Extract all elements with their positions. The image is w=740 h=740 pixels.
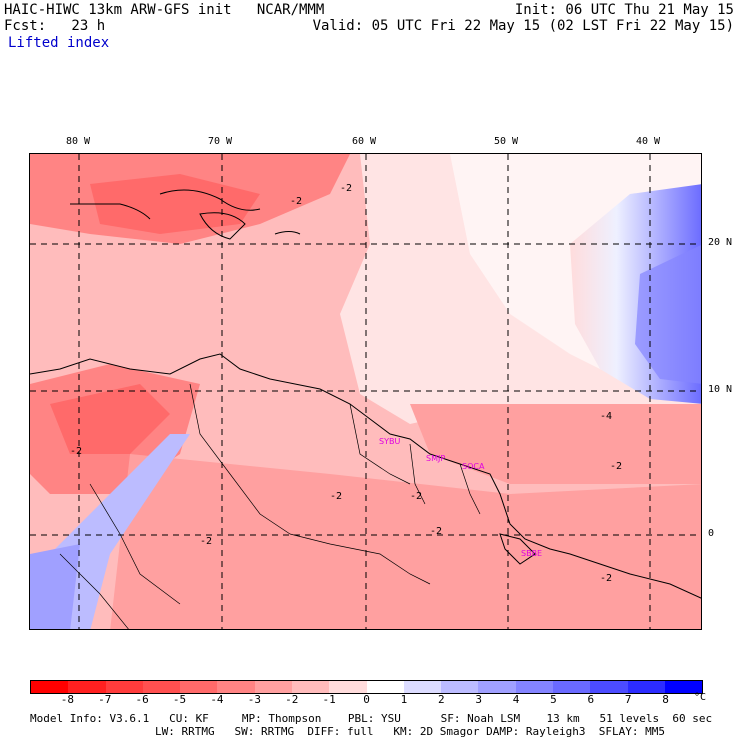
- contour-label: -2: [70, 446, 82, 457]
- legend-swatch: [403, 681, 442, 693]
- legend-tick-label: 6: [587, 693, 595, 706]
- legend-tick-label: -4: [210, 693, 224, 706]
- legend-tick-label: -2: [285, 693, 299, 706]
- legend-swatch: [68, 681, 106, 693]
- contour-label: -2: [200, 536, 212, 547]
- lat-label-0: 0: [708, 528, 715, 539]
- field-name: Lifted index: [8, 35, 110, 51]
- country-borders: [59, 383, 481, 629]
- legend-unit: °C: [694, 692, 707, 703]
- contour-label: -2: [410, 491, 422, 502]
- legend-swatch: [217, 681, 255, 693]
- legend-tick-label: 3: [475, 693, 482, 706]
- legend-swatch: [142, 681, 181, 693]
- field-positive-core: [635, 244, 701, 384]
- physics-info: LW: RRTMG SW: RRTMG DIFF: full KM: 2D Sm…: [155, 725, 665, 738]
- lon-label-70w: 70 W: [208, 136, 233, 147]
- lat-label-10n: 10 N: [708, 384, 733, 395]
- contour-labels: -2 -2 -4 -2 -2 -2 -2 -2 -2 -2: [70, 183, 622, 584]
- model-info: Model Info: V3.6.1 CU: KF MP: Thompson P…: [30, 712, 713, 725]
- field-strong-negative-colombia: [50, 384, 170, 454]
- lon-label-60w: 60 W: [352, 136, 377, 147]
- field-strong-negative: [90, 174, 260, 234]
- legend-swatch: [105, 681, 143, 693]
- legend-swatch: [291, 681, 330, 693]
- legend-swatch: [478, 681, 516, 693]
- legend-swatch: [329, 681, 367, 693]
- map-canvas: -2 -2 -4 -2 -2 -2 -2 -2 -2 -2: [30, 154, 701, 629]
- station-sbbe: SBBE: [521, 549, 543, 558]
- legend-tick-label: -5: [172, 693, 187, 706]
- station-soca: SOCA: [462, 462, 485, 471]
- legend-swatch: [664, 681, 703, 693]
- color-legend: [30, 680, 703, 694]
- legend-tick-label: -1: [322, 693, 336, 706]
- legend-swatch: [366, 681, 404, 693]
- legend-tick-label: -3: [247, 693, 261, 706]
- legend-tick-label: 5: [550, 693, 557, 706]
- legend-swatch: [441, 681, 479, 693]
- field-negative-amazon: [110, 454, 701, 629]
- contour-label: -2: [600, 573, 612, 584]
- lon-label-50w: 50 W: [494, 136, 519, 147]
- contour-label: -2: [290, 196, 302, 207]
- legend-tick-label: 0: [363, 693, 370, 706]
- legend-tick-label: 8: [662, 693, 669, 706]
- contour-label: -2: [430, 526, 442, 537]
- legend-tick-label: -7: [98, 693, 112, 706]
- legend-tick-label: 4: [512, 693, 520, 706]
- legend-swatch: [590, 681, 628, 693]
- coastlines: [30, 189, 701, 599]
- init-time: Init: 06 UTC Thu 21 May 15: [514, 2, 734, 18]
- product-title: HAIC-HIWC 13km ARW-GFS init NCAR/MMM: [4, 2, 325, 18]
- legend-swatch: [627, 681, 665, 693]
- legend-swatch: [515, 681, 553, 693]
- legend-swatch: [552, 681, 591, 693]
- legend-swatch: [180, 681, 218, 693]
- legend-tick-label: -8: [60, 693, 74, 706]
- legend-swatch: [254, 681, 292, 693]
- contour-label: -2: [340, 183, 352, 194]
- field-negative-atlantic: [410, 404, 701, 484]
- lat-label-20n: 20 N: [708, 237, 733, 248]
- legend-tick-label: -6: [135, 693, 149, 706]
- contour-label: -2: [610, 461, 622, 472]
- field-positive-pacific: [30, 544, 80, 629]
- contour-label: -2: [330, 491, 342, 502]
- lon-label-80w: 80 W: [66, 136, 91, 147]
- forecast-hour: Fcst: 23 h: [4, 18, 106, 34]
- legend-tick-label: 7: [624, 693, 632, 706]
- lifted-index-map: -2 -2 -4 -2 -2 -2 -2 -2 -2 -2 SYBU SMJP …: [29, 153, 702, 630]
- valid-time: Valid: 05 UTC Fri 22 May 15 (02 LST Fri …: [312, 18, 734, 34]
- legend-swatch: [31, 681, 69, 693]
- station-smjp: SMJP: [426, 454, 446, 463]
- lon-label-40w: 40 W: [636, 136, 661, 147]
- legend-tick-label: 1: [400, 693, 408, 706]
- contour-label: -4: [600, 411, 612, 422]
- legend-tick-label: 2: [437, 693, 445, 706]
- station-sybu: SYBU: [379, 437, 401, 446]
